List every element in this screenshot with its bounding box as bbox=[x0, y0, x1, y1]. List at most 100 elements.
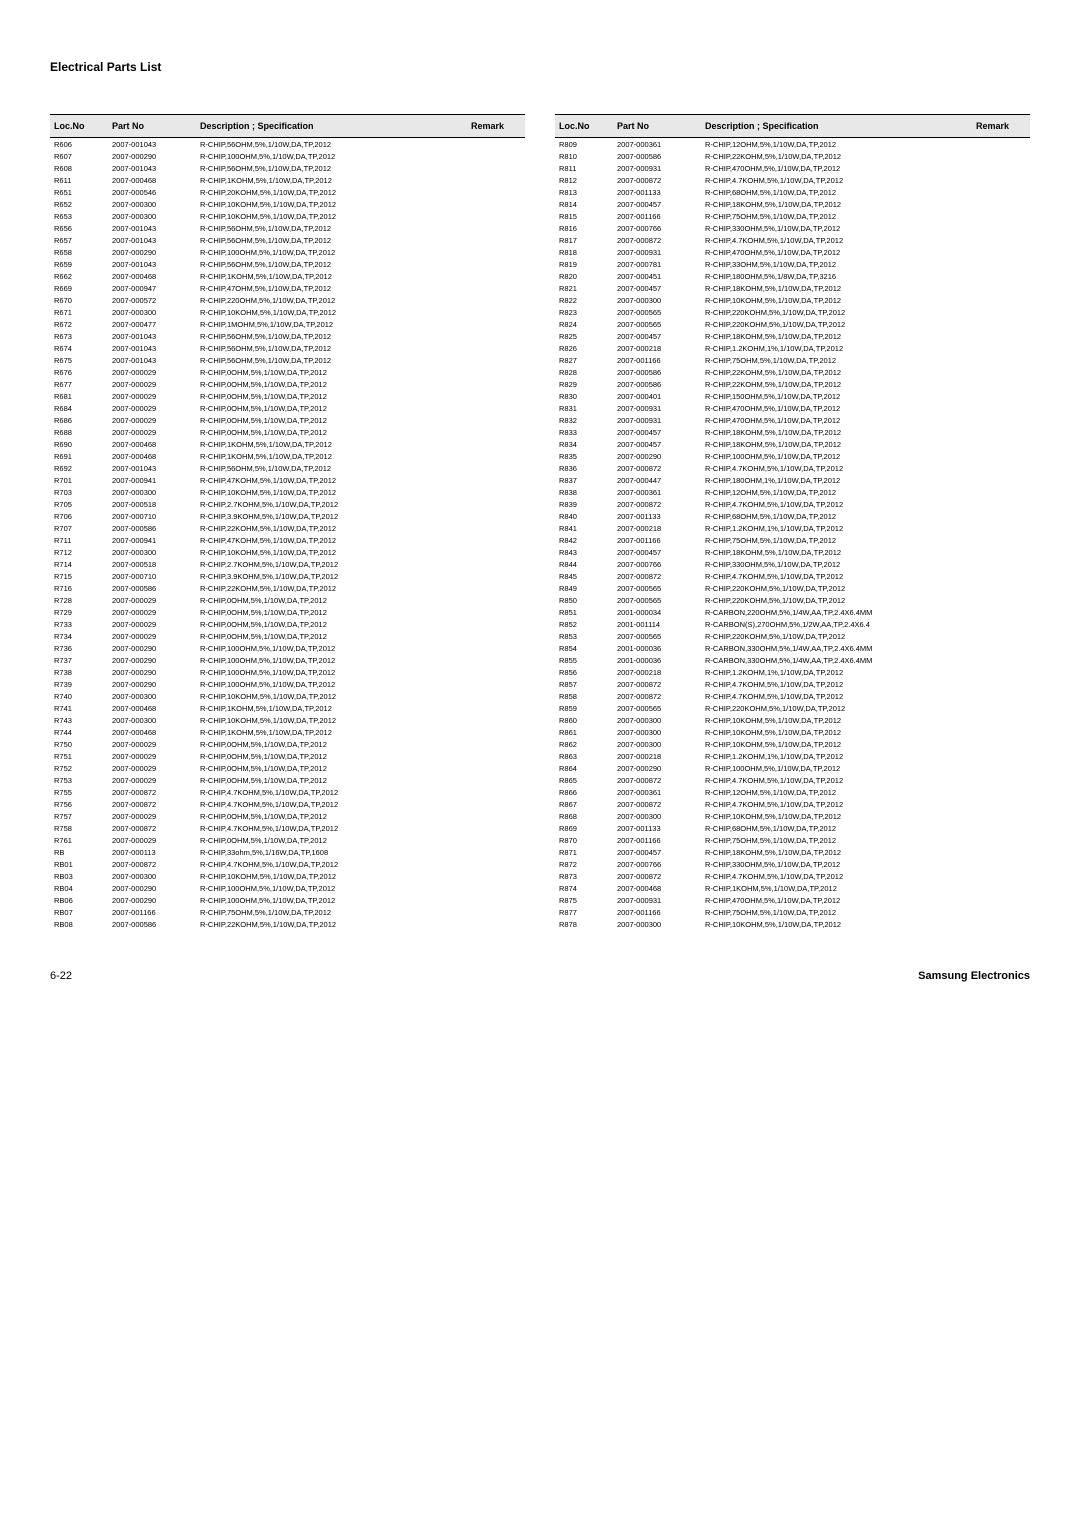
cell-part: 2007-000586 bbox=[108, 582, 196, 594]
cell-desc: R-CHIP,22KOHM,5%,1/10W,DA,TP,2012 bbox=[701, 150, 972, 162]
table-row: R8652007-000872R-CHIP,4.7KOHM,5%,1/10W,D… bbox=[555, 774, 1030, 786]
cell-remark bbox=[467, 726, 525, 738]
cell-desc: R-CHIP,18KOHM,5%,1/10W,DA,TP,2012 bbox=[701, 426, 972, 438]
cell-remark bbox=[467, 798, 525, 810]
cell-loc: R750 bbox=[50, 738, 108, 750]
cell-desc: R-CHIP,4.7KOHM,5%,1/10W,DA,TP,2012 bbox=[701, 234, 972, 246]
table-row: R7382007-000290R-CHIP,100OHM,5%,1/10W,DA… bbox=[50, 666, 525, 678]
cell-remark bbox=[467, 774, 525, 786]
table-row: R6882007-000029R-CHIP,0OHM,5%,1/10W,DA,T… bbox=[50, 426, 525, 438]
cell-remark bbox=[972, 798, 1030, 810]
cell-loc: R854 bbox=[555, 642, 613, 654]
cell-part: 2007-000565 bbox=[613, 582, 701, 594]
cell-desc: R-CHIP,470OHM,5%,1/10W,DA,TP,2012 bbox=[701, 402, 972, 414]
cell-remark bbox=[972, 534, 1030, 546]
cell-part: 2007-000565 bbox=[613, 318, 701, 330]
cell-desc: R-CHIP,1KOHM,5%,1/10W,DA,TP,2012 bbox=[701, 882, 972, 894]
cell-loc: R829 bbox=[555, 378, 613, 390]
table-row: R8712007-000457R-CHIP,18KOHM,5%,1/10W,DA… bbox=[555, 846, 1030, 858]
cell-part: 2007-000872 bbox=[613, 678, 701, 690]
cell-part: 2007-001166 bbox=[613, 834, 701, 846]
cell-desc: R-CHIP,68OHM,5%,1/10W,DA,TP,2012 bbox=[701, 510, 972, 522]
cell-remark bbox=[972, 894, 1030, 906]
cell-loc: R739 bbox=[50, 678, 108, 690]
cell-loc: R705 bbox=[50, 498, 108, 510]
cell-loc: R677 bbox=[50, 378, 108, 390]
cell-part: 2007-000300 bbox=[108, 486, 196, 498]
cell-remark bbox=[972, 222, 1030, 234]
table-row: R8152007-001166R-CHIP,75OHM,5%,1/10W,DA,… bbox=[555, 210, 1030, 222]
cell-loc: R830 bbox=[555, 390, 613, 402]
cell-remark bbox=[467, 570, 525, 582]
cell-desc: R-CHIP,100OHM,5%,1/10W,DA,TP,2012 bbox=[196, 654, 467, 666]
cell-remark bbox=[972, 330, 1030, 342]
cell-remark bbox=[467, 318, 525, 330]
cell-loc: R825 bbox=[555, 330, 613, 342]
cell-part: 2007-001043 bbox=[108, 342, 196, 354]
header-loc: Loc.No bbox=[50, 115, 108, 138]
cell-desc: R-CHIP,0OHM,5%,1/10W,DA,TP,2012 bbox=[196, 390, 467, 402]
cell-part: 2007-000947 bbox=[108, 282, 196, 294]
cell-remark bbox=[467, 390, 525, 402]
cell-remark bbox=[972, 906, 1030, 918]
cell-desc: R-CHIP,12OHM,5%,1/10W,DA,TP,2012 bbox=[701, 786, 972, 798]
table-row: R6582007-000290R-CHIP,100OHM,5%,1/10W,DA… bbox=[50, 246, 525, 258]
table-row: R8312007-000931R-CHIP,470OHM,5%,1/10W,DA… bbox=[555, 402, 1030, 414]
cell-loc: R831 bbox=[555, 402, 613, 414]
cell-remark bbox=[972, 282, 1030, 294]
table-row: R6862007-000029R-CHIP,0OHM,5%,1/10W,DA,T… bbox=[50, 414, 525, 426]
cell-remark bbox=[972, 258, 1030, 270]
cell-desc: R-CHIP,0OHM,5%,1/10W,DA,TP,2012 bbox=[196, 774, 467, 786]
cell-loc: R867 bbox=[555, 798, 613, 810]
cell-part: 2007-000872 bbox=[613, 774, 701, 786]
header-part: Part No bbox=[108, 115, 196, 138]
cell-remark bbox=[972, 522, 1030, 534]
cell-loc: R711 bbox=[50, 534, 108, 546]
table-row: R8502007-000565R-CHIP,220KOHM,5%,1/10W,D… bbox=[555, 594, 1030, 606]
cell-desc: R-CHIP,330OHM,5%,1/10W,DA,TP,2012 bbox=[701, 558, 972, 570]
cell-remark bbox=[467, 474, 525, 486]
cell-loc: R813 bbox=[555, 186, 613, 198]
cell-remark bbox=[972, 834, 1030, 846]
cell-desc: R-CHIP,4.7KOHM,5%,1/10W,DA,TP,2012 bbox=[701, 774, 972, 786]
cell-loc: R676 bbox=[50, 366, 108, 378]
table-row: R7442007-000468R-CHIP,1KOHM,5%,1/10W,DA,… bbox=[50, 726, 525, 738]
cell-part: 2007-000468 bbox=[108, 438, 196, 450]
cell-remark bbox=[467, 234, 525, 246]
cell-loc: R656 bbox=[50, 222, 108, 234]
table-row: R8392007-000872R-CHIP,4.7KOHM,5%,1/10W,D… bbox=[555, 498, 1030, 510]
cell-loc: R866 bbox=[555, 786, 613, 798]
cell-desc: R-CHIP,56OHM,5%,1/10W,DA,TP,2012 bbox=[196, 462, 467, 474]
table-header-row: Loc.No Part No Description ; Specificati… bbox=[50, 115, 525, 138]
cell-remark bbox=[467, 294, 525, 306]
cell-loc: R828 bbox=[555, 366, 613, 378]
cell-part: 2007-001043 bbox=[108, 330, 196, 342]
cell-remark bbox=[972, 714, 1030, 726]
cell-remark bbox=[467, 258, 525, 270]
cell-loc: R671 bbox=[50, 306, 108, 318]
cell-remark bbox=[972, 750, 1030, 762]
cell-loc: R845 bbox=[555, 570, 613, 582]
cell-desc: R-CHIP,2.7KOHM,5%,1/10W,DA,TP,2012 bbox=[196, 558, 467, 570]
cell-loc: R858 bbox=[555, 690, 613, 702]
cell-remark bbox=[467, 834, 525, 846]
cell-part: 2007-000300 bbox=[108, 306, 196, 318]
cell-desc: R-CHIP,56OHM,5%,1/10W,DA,TP,2012 bbox=[196, 138, 467, 151]
table-row: R8522001-001114R-CARBON(S),270OHM,5%,1/2… bbox=[555, 618, 1030, 630]
table-row: R6922007-001043R-CHIP,56OHM,5%,1/10W,DA,… bbox=[50, 462, 525, 474]
table-row: R8692007-001133R-CHIP,68OHM,5%,1/10W,DA,… bbox=[555, 822, 1030, 834]
cell-part: 2007-000872 bbox=[613, 870, 701, 882]
table-row: R8402007-001133R-CHIP,68OHM,5%,1/10W,DA,… bbox=[555, 510, 1030, 522]
table-row: R8282007-000586R-CHIP,22KOHM,5%,1/10W,DA… bbox=[555, 366, 1030, 378]
cell-desc: R-CHIP,18KOHM,5%,1/10W,DA,TP,2012 bbox=[701, 330, 972, 342]
cell-remark bbox=[467, 558, 525, 570]
cell-remark bbox=[467, 654, 525, 666]
cell-part: 2007-000029 bbox=[108, 390, 196, 402]
cell-part: 2007-001043 bbox=[108, 222, 196, 234]
cell-loc: R859 bbox=[555, 702, 613, 714]
cell-remark bbox=[467, 306, 525, 318]
cell-part: 2007-000766 bbox=[613, 222, 701, 234]
cell-desc: R-CHIP,1KOHM,5%,1/10W,DA,TP,2012 bbox=[196, 438, 467, 450]
table-row: R8132007-001133R-CHIP,68OHM,5%,1/10W,DA,… bbox=[555, 186, 1030, 198]
cell-part: 2007-000872 bbox=[613, 690, 701, 702]
